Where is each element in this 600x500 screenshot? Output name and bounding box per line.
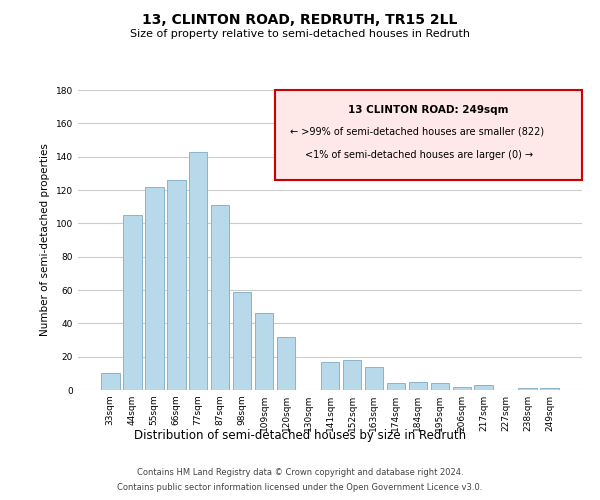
Bar: [541, 388, 559, 390]
FancyBboxPatch shape: [275, 90, 582, 180]
Bar: [518, 388, 537, 390]
Bar: [409, 382, 427, 390]
Bar: [233, 292, 251, 390]
Text: Distribution of semi-detached houses by size in Redruth: Distribution of semi-detached houses by …: [134, 428, 466, 442]
Bar: [189, 152, 208, 390]
Bar: [167, 180, 185, 390]
Bar: [475, 385, 493, 390]
Bar: [277, 336, 295, 390]
Text: Contains public sector information licensed under the Open Government Licence v3: Contains public sector information licen…: [118, 483, 482, 492]
Text: <1% of semi-detached houses are larger (0) →: <1% of semi-detached houses are larger (…: [305, 150, 533, 160]
Bar: [123, 215, 142, 390]
Bar: [320, 362, 340, 390]
Bar: [452, 386, 471, 390]
Text: 13, CLINTON ROAD, REDRUTH, TR15 2LL: 13, CLINTON ROAD, REDRUTH, TR15 2LL: [142, 12, 458, 26]
Bar: [255, 314, 274, 390]
Text: Size of property relative to semi-detached houses in Redruth: Size of property relative to semi-detach…: [130, 29, 470, 39]
Y-axis label: Number of semi-detached properties: Number of semi-detached properties: [40, 144, 50, 336]
Text: ← >99% of semi-detached houses are smaller (822): ← >99% of semi-detached houses are small…: [290, 126, 544, 136]
Text: Contains HM Land Registry data © Crown copyright and database right 2024.: Contains HM Land Registry data © Crown c…: [137, 468, 463, 477]
Bar: [365, 366, 383, 390]
Bar: [431, 384, 449, 390]
Bar: [211, 205, 229, 390]
Text: 13 CLINTON ROAD: 249sqm: 13 CLINTON ROAD: 249sqm: [348, 105, 509, 115]
Bar: [101, 374, 119, 390]
Bar: [343, 360, 361, 390]
Bar: [386, 384, 405, 390]
Bar: [145, 186, 164, 390]
